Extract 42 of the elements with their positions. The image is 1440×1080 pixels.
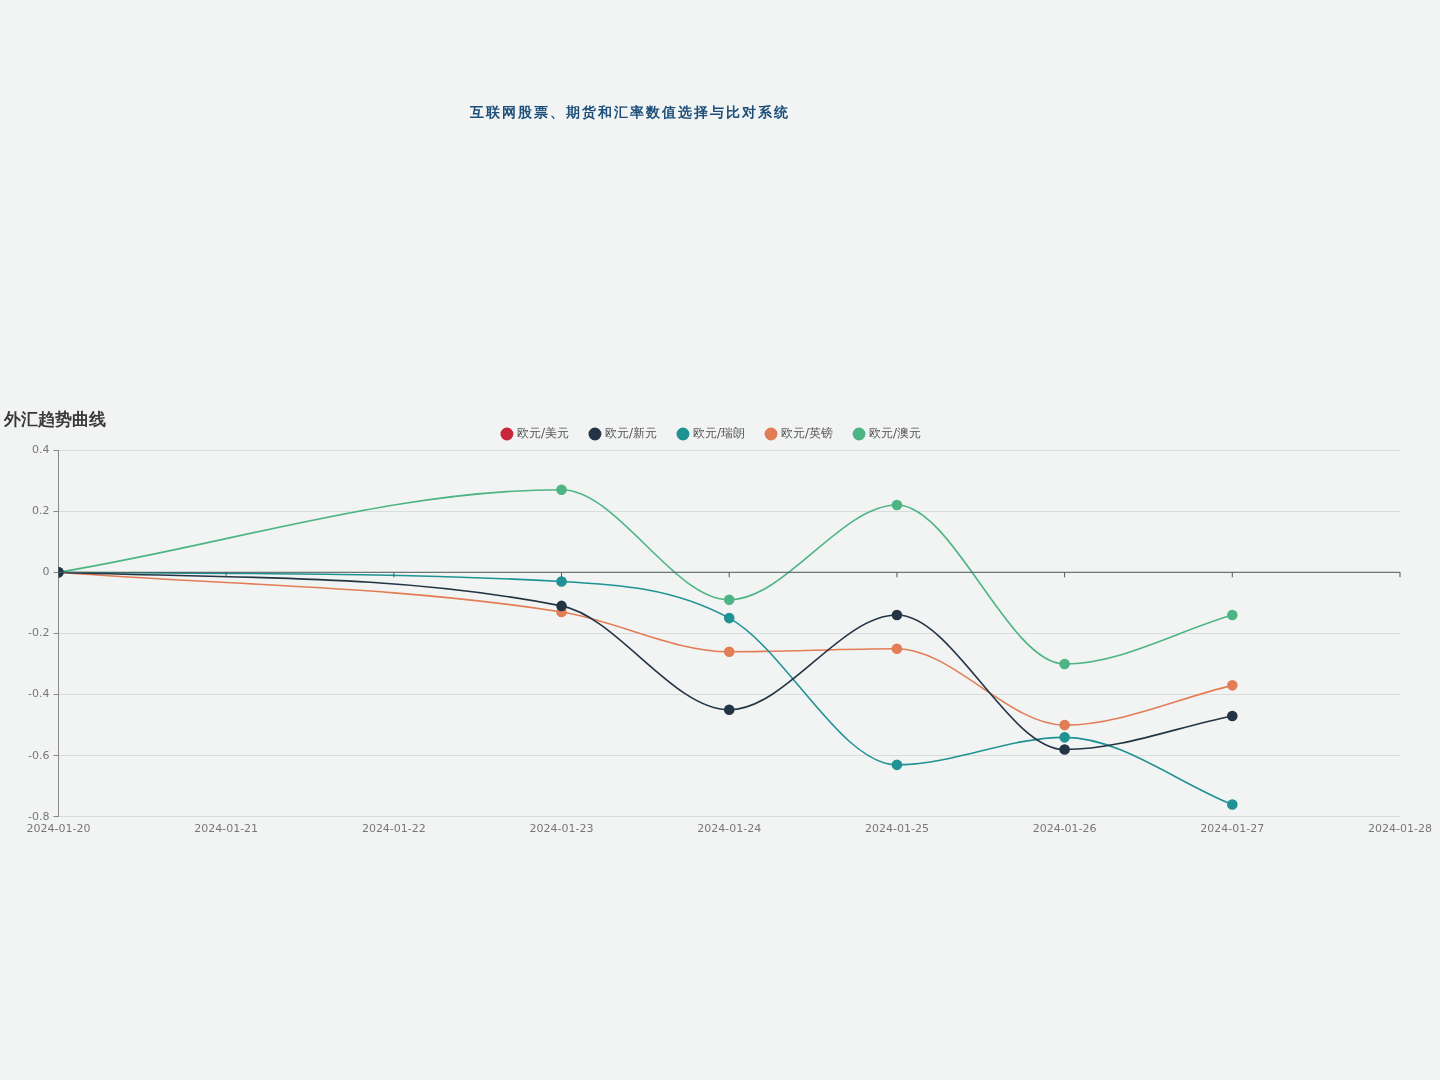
point <box>723 612 735 624</box>
y-tick-label: -0.4 <box>27 687 50 701</box>
x-tick-label: 2024-01-23 <box>529 822 594 836</box>
point <box>1059 744 1070 755</box>
point <box>556 600 567 612</box>
x-tick-label: 2024-01-27 <box>1200 822 1265 836</box>
point <box>1059 732 1070 743</box>
y-tick-label: -0.6 <box>27 748 50 762</box>
x-tick-label: 2024-01-24 <box>697 822 762 836</box>
y-tick-label: -0.8 <box>27 809 50 823</box>
point <box>1227 799 1238 810</box>
point <box>1059 719 1070 731</box>
y-tick-label: 0.4 <box>31 442 50 456</box>
point <box>891 643 903 654</box>
legend-label: 欧元/澳元 <box>869 426 922 441</box>
chart-subtitle: 外汇趋势曲线 <box>4 408 106 431</box>
legend-label: 欧元/英镑 <box>781 426 834 441</box>
point <box>1227 609 1238 621</box>
y-tick-label: 0.2 <box>31 503 50 517</box>
point <box>891 499 903 511</box>
legend-label: 欧元/新元 <box>604 426 657 441</box>
point <box>556 484 567 496</box>
x-tick-label: 2024-01-22 <box>361 822 426 836</box>
point <box>723 704 735 716</box>
point <box>556 576 567 587</box>
y-tick-label: -0.2 <box>27 626 50 640</box>
legend-label: 欧元/瑞朗 <box>692 426 746 441</box>
point <box>723 594 735 606</box>
x-tick-label: 2024-01-26 <box>1032 822 1097 836</box>
point <box>1227 710 1238 722</box>
point <box>891 759 903 771</box>
point <box>723 646 735 658</box>
x-tick-label: 2024-01-21 <box>194 822 259 836</box>
y-tick-label: 0 <box>42 565 50 579</box>
chart-title: 互联网股票、期货和汇率数值选择与比对系统 <box>469 104 791 122</box>
x-tick-label: 2024-01-25 <box>864 822 929 836</box>
point <box>891 609 903 621</box>
point <box>1059 658 1070 670</box>
x-tick-label: 2024-01-20 <box>26 822 91 836</box>
point <box>1227 680 1238 691</box>
legend-label: 欧元/美元 <box>516 426 569 441</box>
x-tick-label: 2024-01-28 <box>1368 822 1432 836</box>
